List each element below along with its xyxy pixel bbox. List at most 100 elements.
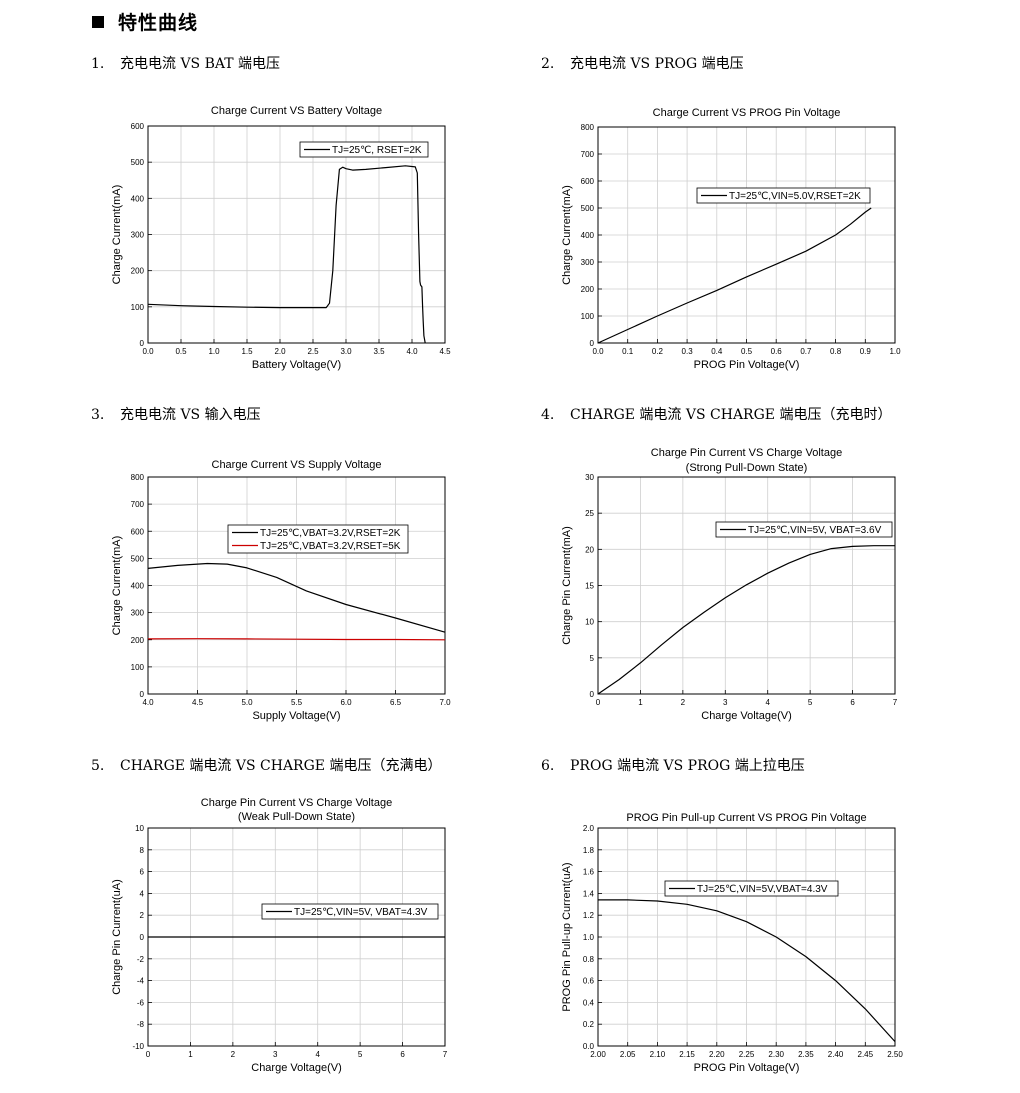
y-tick-label: 30: [585, 473, 594, 482]
x-axis-label: PROG Pin Voltage(V): [694, 359, 800, 371]
x-tick-label: 0.1: [622, 347, 634, 356]
y-tick-label: 0.8: [583, 955, 595, 964]
caption-number: 4.: [541, 407, 555, 423]
y-axis-label: Charge Pin Current(mA): [561, 526, 573, 645]
legend-box: [299, 141, 429, 158]
y-tick-label: 0: [140, 690, 145, 699]
caption-5: 5. CHARGE 端电流 VS CHARGE 端电压（充满电）: [91, 755, 441, 775]
y-tick-label: 1.4: [583, 889, 595, 898]
series-line: [147, 165, 426, 344]
x-axis-label: Charge Voltage(V): [251, 1062, 342, 1074]
y-axis-label: Charge Current(mA): [561, 185, 573, 285]
caption-text: 充电电流 VS BAT 端电压: [120, 56, 281, 72]
legend: TJ=25℃,VIN=5V, VBAT=3.6V: [715, 521, 893, 538]
y-tick-label: 8: [140, 846, 145, 855]
chart-content: 0 1 2 3 4 5 6 7 -10 -8 -6 -4 -2 0 2 4 6 8 10 Charge Pin Cur…: [111, 797, 448, 1074]
y-tick-label: 0: [590, 339, 595, 348]
chart-title: Charge Current VS Supply Voltage: [212, 459, 382, 471]
x-tick-label: 0.0: [142, 347, 154, 356]
x-tick-label: 2.50: [887, 1050, 903, 1059]
chart-content: 4.0 4.5 5.0 5.5 6.0 6.5 7.0 0 100 200 300 400 500 600…: [111, 459, 451, 722]
x-tick-label: 0.9: [860, 347, 872, 356]
caption-4: 4. CHARGE 端电流 VS CHARGE 端电压（充电时）: [541, 404, 891, 424]
x-tick-label: 2: [231, 1050, 236, 1059]
y-tick-label: 800: [131, 473, 145, 482]
y-tick-label: 500: [131, 158, 145, 167]
y-tick-label: 0: [590, 690, 595, 699]
legend: TJ=25℃,VIN=5V,VBAT=4.3V: [664, 880, 839, 897]
y-tick-label: 25: [585, 509, 594, 518]
x-tick-label: 3.5: [373, 347, 385, 356]
x-tick-label: 2.25: [739, 1050, 755, 1059]
chart-prog-pullup-current: 2.00 2.05 2.10 2.15 2.20 2.25 2.30 2.35 2.40 2.45…: [561, 812, 903, 1074]
x-tick-label: 0.3: [682, 347, 694, 356]
legend-label: TJ=25℃,VIN=5V, VBAT=4.3V: [294, 907, 428, 918]
legend-label: TJ=25℃,VBAT=3.2V,RSET=5K: [260, 541, 401, 552]
x-tick-label: 2.40: [828, 1050, 844, 1059]
x-tick-label: 5.5: [291, 698, 303, 707]
legend: TJ=25℃,VBAT=3.2V,RSET=2K TJ=25℃,VBAT=3.2V…: [227, 524, 409, 554]
caption-text: 充电电流 VS 输入电压: [120, 407, 261, 423]
x-axis-label: PROG Pin Voltage(V): [694, 1062, 800, 1074]
y-tick-label: 6: [140, 868, 145, 877]
caption-2: 2. 充电电流 VS PROG 端电压: [541, 53, 744, 73]
x-tick-label: 0.0: [592, 347, 604, 356]
y-tick-label: 300: [131, 231, 145, 240]
series-line: [597, 545, 895, 695]
y-tick-label: 15: [585, 582, 594, 591]
y-tick-label: 800: [581, 123, 595, 132]
caption-text: CHARGE 端电流 VS CHARGE 端电压（充满电）: [120, 758, 442, 774]
y-tick-label: 600: [131, 527, 145, 536]
y-tick-label: 0.0: [583, 1042, 595, 1051]
chart-title: PROG Pin Pull-up Current VS PROG Pin Vol…: [626, 812, 866, 824]
x-tick-label: 6: [400, 1050, 405, 1059]
y-tick-label: 600: [581, 177, 595, 186]
caption-number: 3.: [91, 407, 105, 423]
legend-label: TJ=25℃,VBAT=3.2V,RSET=2K: [260, 528, 401, 539]
chart-title: Charge Pin Current VS Charge Voltage: [201, 797, 392, 809]
section-title: 特性曲线: [92, 8, 198, 35]
chart-charge-current-vs-prog-voltage: 0.0 0.1 0.2 0.3 0.4 0.5 0.6 0.7 0.8 0.9 1.0 0 100 200…: [561, 107, 901, 371]
y-tick-label: 0: [140, 933, 145, 942]
y-tick-label: 200: [581, 285, 595, 294]
y-tick-label: 0.6: [583, 977, 595, 986]
chart-title: Charge Pin Current VS Charge Voltage: [651, 447, 842, 459]
x-tick-label: 6.5: [390, 698, 402, 707]
caption-number: 1.: [91, 56, 105, 72]
y-tick-label: 100: [581, 312, 595, 321]
x-tick-label: 4.5: [192, 698, 204, 707]
x-tick-label: 1.5: [241, 347, 253, 356]
caption-text: 充电电流 VS PROG 端电压: [570, 56, 744, 72]
series-line: [147, 562, 446, 633]
caption-number: 5.: [91, 758, 105, 774]
x-tick-label: 1.0: [208, 347, 220, 356]
y-tick-label: 0.4: [583, 998, 595, 1007]
y-tick-label: 1.0: [583, 933, 595, 942]
x-tick-label: 4.5: [439, 347, 451, 356]
series-line: [598, 899, 896, 1043]
caption-number: 6.: [541, 758, 555, 774]
legend-label: TJ=25℃,VIN=5.0V,RSET=2K: [729, 191, 861, 202]
y-tick-label: 0: [140, 339, 145, 348]
x-tick-label: 2.05: [620, 1050, 636, 1059]
y-tick-label: 400: [131, 582, 145, 591]
y-tick-label: 300: [131, 609, 145, 618]
y-tick-label: 200: [131, 636, 145, 645]
x-tick-label: 2.00: [590, 1050, 606, 1059]
x-tick-label: 7.0: [439, 698, 451, 707]
x-axis-label: Battery Voltage(V): [252, 359, 341, 371]
x-axis-label: Supply Voltage(V): [252, 710, 340, 722]
y-tick-label: 700: [581, 150, 595, 159]
legend-box: [227, 524, 409, 554]
x-tick-label: 2.45: [858, 1050, 874, 1059]
x-tick-label: 7: [443, 1050, 448, 1059]
y-tick-label: 2.0: [583, 824, 595, 833]
y-tick-label: 500: [581, 204, 595, 213]
y-tick-label: -8: [137, 1020, 145, 1029]
legend-box: [261, 903, 439, 920]
chart-title: (Strong Pull-Down State): [686, 462, 808, 474]
x-tick-label: 5.0: [241, 698, 253, 707]
chart-title: Charge Current VS Battery Voltage: [211, 105, 382, 117]
y-tick-label: 1.8: [583, 846, 595, 855]
x-tick-label: 0.8: [830, 347, 842, 356]
